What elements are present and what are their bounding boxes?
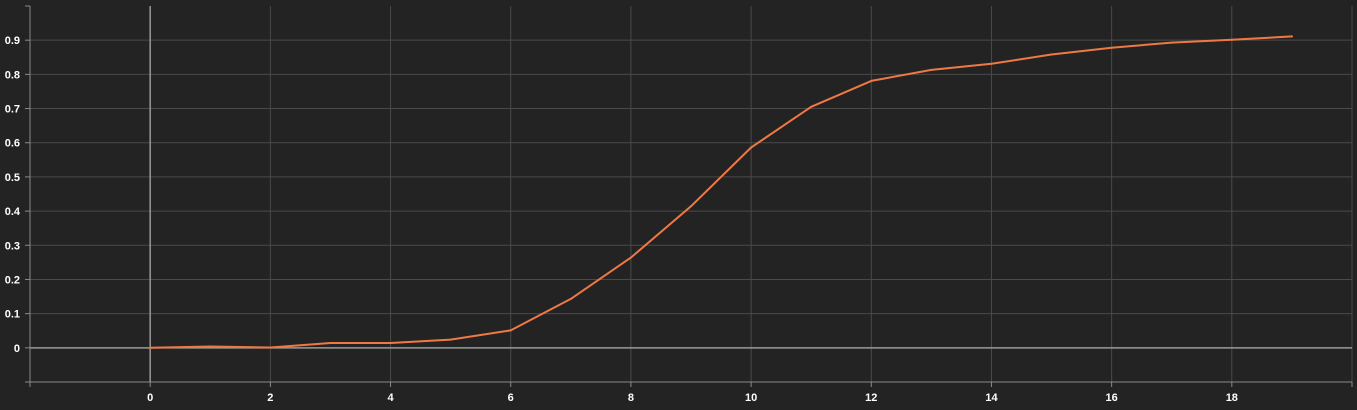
data-point (629, 256, 632, 259)
y-tick-label: 0.3 (5, 240, 20, 252)
grid-lines (29, 6, 1353, 383)
series-lines (149, 35, 1293, 349)
y-tick-label: 0.4 (5, 206, 21, 218)
data-point (209, 345, 212, 348)
data-point (1110, 46, 1113, 49)
data-point (509, 329, 512, 332)
y-tick-label: 0.9 (5, 35, 20, 47)
data-point (810, 105, 813, 108)
y-tick-label: 0.8 (5, 69, 20, 81)
x-tick-label: 16 (1106, 392, 1118, 404)
x-tick-label: 18 (1226, 392, 1238, 404)
data-point (449, 338, 452, 341)
data-point (1290, 35, 1293, 38)
data-point (870, 79, 873, 82)
data-point (569, 297, 572, 300)
data-point (930, 68, 933, 71)
x-tick-label: 12 (865, 392, 877, 404)
data-point (149, 346, 152, 349)
tick-labels: 0 2 4 6 8 10 12 14 16 18 0 0.1 0.2 0.3 0.4 0.5 0.6 0.7 0.8… (5, 35, 1238, 404)
x-tick-label: 0 (147, 392, 153, 404)
x-tick-label: 6 (508, 392, 514, 404)
y-tick-label: 0.5 (5, 172, 20, 184)
data-point (690, 205, 692, 208)
x-tick-label: 14 (985, 392, 998, 404)
data-point (1230, 38, 1233, 41)
y-tick-label: 0.6 (5, 138, 20, 150)
y-tick-label: 0 (14, 343, 20, 355)
x-tick-label: 4 (387, 392, 394, 404)
data-point (1050, 53, 1053, 56)
data-point (990, 62, 993, 65)
x-tick-label: 10 (745, 392, 757, 404)
data-point (1170, 41, 1173, 44)
y-tick-label: 0.7 (5, 104, 20, 116)
y-tick-label: 0.2 (5, 274, 20, 286)
data-point (269, 346, 272, 349)
data-point (750, 146, 753, 149)
data-point (329, 342, 332, 345)
data-point (389, 342, 392, 345)
x-tick-label: 8 (628, 392, 634, 404)
y-tick-label: 0.1 (5, 309, 20, 321)
series-line (149, 35, 1293, 349)
x-tick-label: 2 (267, 392, 273, 404)
